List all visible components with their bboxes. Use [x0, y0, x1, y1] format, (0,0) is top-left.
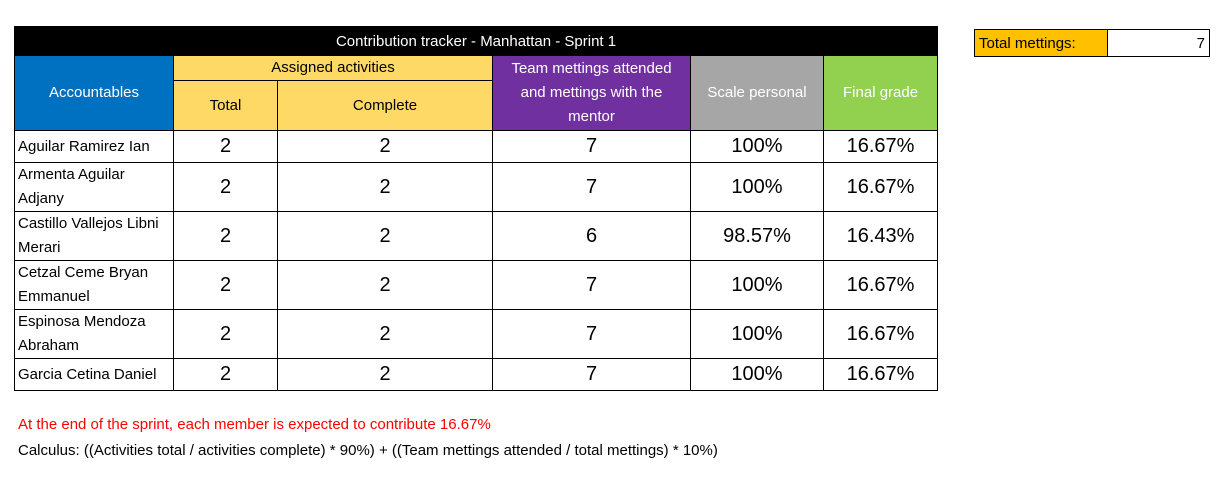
cell-grade[interactable]: 16.67%: [822, 130, 939, 163]
cell-scale[interactable]: 98.57%: [690, 211, 824, 261]
cell-grade[interactable]: 16.67%: [822, 162, 939, 212]
cell-scale[interactable]: 100%: [690, 309, 824, 359]
header-scale-personal[interactable]: Scale personal: [690, 55, 824, 131]
table-row: Espinosa Mendoza Abraham 2 2 7 100% 16.6…: [14, 309, 939, 359]
cell-complete[interactable]: 2: [277, 162, 493, 212]
cell-total[interactable]: 2: [173, 358, 278, 391]
cell-complete[interactable]: 2: [277, 309, 493, 359]
cell-complete[interactable]: 2: [277, 358, 493, 391]
table-row: Castillo Vallejos Libni Merari 2 2 6 98.…: [14, 211, 939, 261]
cell-scale[interactable]: 100%: [690, 162, 824, 212]
cell-grade[interactable]: 16.43%: [822, 211, 939, 261]
table-row: Garcia Cetina Daniel 2 2 7 100% 16.67%: [14, 358, 939, 391]
cell-grade[interactable]: 16.67%: [822, 260, 939, 310]
cell-name[interactable]: Cetzal Ceme Bryan Emmanuel: [14, 260, 174, 310]
cell-name[interactable]: Castillo Vallejos Libni Merari: [14, 211, 174, 261]
cell-meetings[interactable]: 7: [492, 162, 691, 212]
header-accountables[interactable]: Accountables: [14, 55, 174, 131]
cell-complete[interactable]: 2: [277, 130, 493, 163]
contribution-tracker-table: Contribution tracker - Manhattan - Sprin…: [13, 26, 939, 391]
cell-complete[interactable]: 2: [277, 260, 493, 310]
calculus-note: Calculus: ((Activities total / activitie…: [18, 442, 718, 459]
cell-meetings[interactable]: 7: [492, 130, 691, 163]
cell-total[interactable]: 2: [173, 260, 278, 310]
header-final-grade[interactable]: Final grade: [822, 55, 939, 131]
table-row: Cetzal Ceme Bryan Emmanuel 2 2 7 100% 16…: [14, 260, 939, 310]
cell-name[interactable]: Armenta Aguilar Adjany: [14, 162, 174, 212]
cell-name[interactable]: Aguilar Ramirez Ian: [14, 130, 174, 163]
cell-name[interactable]: Espinosa Mendoza Abraham: [14, 309, 174, 359]
cell-complete[interactable]: 2: [277, 211, 493, 261]
cell-total[interactable]: 2: [173, 130, 278, 163]
cell-scale[interactable]: 100%: [690, 358, 824, 391]
expectation-note: At the end of the sprint, each member is…: [18, 416, 491, 433]
cell-name[interactable]: Garcia Cetina Daniel: [14, 358, 174, 391]
cell-meetings[interactable]: 7: [492, 358, 691, 391]
header-assigned-activities[interactable]: Assigned activities: [173, 55, 493, 81]
cell-meetings[interactable]: 7: [492, 260, 691, 310]
total-meetings-box: Total mettings: 7: [974, 29, 1210, 57]
cell-total[interactable]: 2: [173, 309, 278, 359]
cell-meetings[interactable]: 6: [492, 211, 691, 261]
header-team-meetings[interactable]: Team mettings attended and mettings with…: [492, 55, 691, 131]
cell-scale[interactable]: 100%: [690, 260, 824, 310]
table-title[interactable]: Contribution tracker - Manhattan - Sprin…: [13, 26, 939, 56]
cell-total[interactable]: 2: [173, 162, 278, 212]
total-meetings-label[interactable]: Total mettings:: [974, 29, 1108, 57]
cell-grade[interactable]: 16.67%: [822, 358, 939, 391]
cell-scale[interactable]: 100%: [690, 130, 824, 163]
table-row: Armenta Aguilar Adjany 2 2 7 100% 16.67%: [14, 162, 939, 212]
header-complete[interactable]: Complete: [277, 80, 493, 131]
header-total[interactable]: Total: [173, 80, 278, 131]
total-meetings-value[interactable]: 7: [1107, 29, 1210, 57]
cell-grade[interactable]: 16.67%: [822, 309, 939, 359]
cell-meetings[interactable]: 7: [492, 309, 691, 359]
cell-total[interactable]: 2: [173, 211, 278, 261]
table-row: Aguilar Ramirez Ian 2 2 7 100% 16.67%: [14, 130, 939, 163]
